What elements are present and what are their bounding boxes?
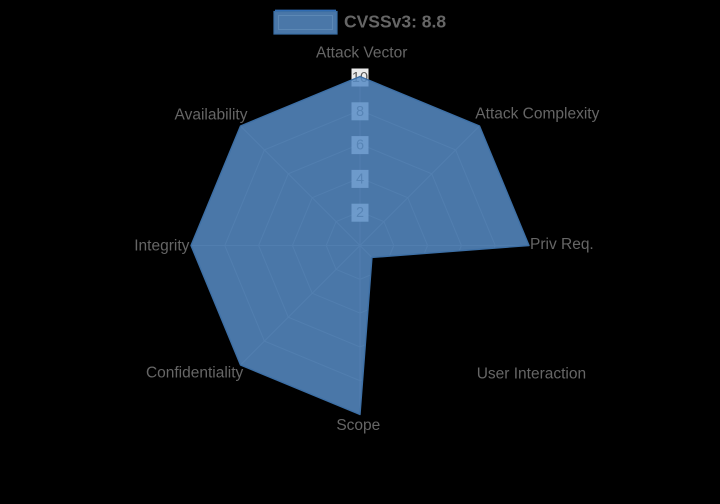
svg-text:Availability: Availability (175, 106, 248, 123)
svg-text:Priv Req.: Priv Req. (530, 236, 594, 253)
svg-text:Attack Complexity: Attack Complexity (475, 105, 599, 122)
svg-text:Integrity: Integrity (134, 237, 189, 254)
svg-text:Attack Vector: Attack Vector (316, 45, 407, 62)
svg-text:CVSSv3: 8.8: CVSSv3: 8.8 (344, 12, 446, 32)
svg-text:User Interaction: User Interaction (477, 365, 586, 382)
svg-text:Scope: Scope (336, 417, 380, 434)
svg-text:Confidentiality: Confidentiality (146, 365, 244, 382)
